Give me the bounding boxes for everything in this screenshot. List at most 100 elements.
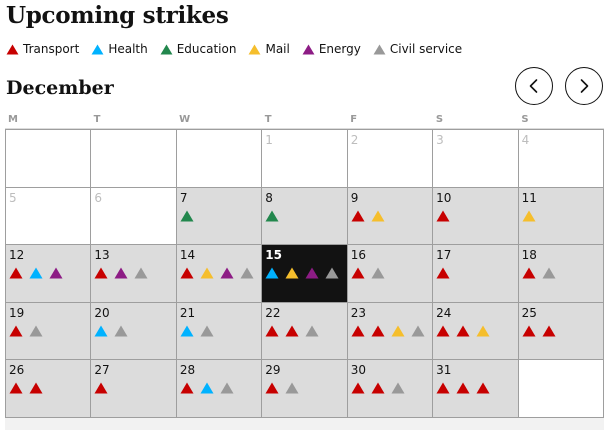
strike-markers bbox=[265, 210, 346, 222]
strike-markers bbox=[351, 267, 432, 279]
calendar-day-11[interactable]: 11 bbox=[518, 187, 604, 246]
day-number: 16 bbox=[350, 248, 366, 263]
legend-label: Civil service bbox=[389, 42, 463, 56]
civil-service-strike-icon bbox=[29, 325, 43, 337]
calendar-day-19[interactable]: 19 bbox=[6, 302, 92, 361]
legend-label: Health bbox=[108, 42, 148, 56]
transport-strike-icon bbox=[456, 382, 470, 394]
day-number: 19 bbox=[9, 305, 25, 320]
transport-strike-icon bbox=[94, 382, 108, 394]
strike-markers bbox=[436, 382, 517, 394]
day-number: 1 bbox=[265, 133, 273, 147]
civil-service-strike-icon bbox=[325, 267, 339, 279]
calendar-day-31[interactable]: 31 bbox=[433, 360, 519, 418]
calendar-day-27[interactable]: 27 bbox=[91, 360, 177, 418]
mail-strike-icon bbox=[476, 325, 490, 337]
transport-strike-icon bbox=[9, 267, 23, 279]
strike-markers bbox=[94, 382, 175, 394]
calendar-day-28[interactable]: 28 bbox=[176, 360, 263, 418]
legend-item-energy: Energy bbox=[302, 42, 361, 56]
weekday-label: S bbox=[521, 114, 529, 125]
calendar-day-16[interactable]: 16 bbox=[347, 245, 434, 303]
day-number: 11 bbox=[521, 190, 537, 205]
mail-strike-icon bbox=[371, 210, 385, 222]
transport-strike-icon bbox=[265, 325, 279, 337]
weekday-label: S bbox=[435, 114, 444, 125]
legend-label: Transport bbox=[23, 42, 80, 56]
calendar-day-18[interactable]: 18 bbox=[518, 245, 604, 303]
strike-markers bbox=[265, 267, 346, 279]
strike-markers bbox=[94, 325, 175, 337]
mail-strike-icon bbox=[522, 210, 536, 222]
month-heading: December bbox=[6, 77, 114, 99]
calendar-day-22[interactable]: 22 bbox=[262, 302, 348, 361]
day-number bbox=[522, 363, 603, 378]
day-number: 27 bbox=[94, 363, 110, 378]
calendar-day-29[interactable]: 29 bbox=[262, 360, 348, 418]
chevron-left-icon bbox=[529, 79, 538, 93]
health-strike-icon bbox=[29, 267, 43, 279]
calendar-day-14[interactable]: 14 bbox=[176, 245, 263, 303]
calendar-day-13[interactable]: 13 bbox=[91, 245, 177, 303]
civil-service-strike-icon bbox=[240, 267, 254, 279]
calendar-day-23[interactable]: 23 bbox=[347, 302, 434, 361]
day-number: 5 bbox=[9, 190, 17, 205]
civil-service-strike-icon bbox=[411, 325, 425, 337]
weekday-label: W bbox=[179, 114, 191, 125]
transport-strike-icon bbox=[456, 325, 470, 337]
calendar-day-10[interactable]: 10 bbox=[433, 187, 519, 246]
strike-markers bbox=[180, 382, 261, 394]
health-strike-icon bbox=[200, 382, 214, 394]
calendar-day-12[interactable]: 12 bbox=[6, 245, 92, 303]
strike-markers bbox=[180, 325, 261, 337]
footer-divider bbox=[5, 418, 604, 430]
civil-service-strike-icon bbox=[391, 382, 405, 394]
next-month-button[interactable] bbox=[565, 67, 603, 105]
strike-markers bbox=[180, 210, 261, 222]
calendar-day-17[interactable]: 17 bbox=[433, 245, 519, 303]
civil-service-strike-icon bbox=[285, 382, 299, 394]
transport-strike-icon bbox=[522, 267, 536, 279]
legend-item-education: Education bbox=[160, 42, 237, 56]
mail-strike-icon bbox=[391, 325, 405, 337]
calendar-grid: 1 2 3 4 5 6 7 8 9 10 11 12 13 14 15 16 17 18 19 20 21 22 23 24 2… bbox=[5, 129, 604, 418]
calendar-day-8[interactable]: 8 bbox=[262, 187, 348, 246]
calendar-day-26[interactable]: 26 bbox=[6, 360, 92, 418]
strike-markers bbox=[522, 210, 603, 222]
strike-markers bbox=[265, 325, 346, 337]
calendar-day-7[interactable]: 7 bbox=[176, 187, 263, 246]
day-number: 13 bbox=[94, 248, 110, 263]
day-number: 7 bbox=[179, 190, 188, 205]
transport-strike-icon bbox=[436, 210, 450, 222]
calendar-day-1: 1 bbox=[262, 130, 348, 188]
calendar-day-6: 6 bbox=[91, 187, 177, 246]
transport-strike-icon bbox=[265, 382, 279, 394]
strike-markers bbox=[9, 267, 90, 279]
strike-markers bbox=[9, 382, 90, 394]
transport-strike-icon bbox=[29, 382, 43, 394]
strike-markers bbox=[351, 382, 432, 394]
calendar-empty-cell bbox=[518, 360, 604, 418]
civil-service-triangle-icon bbox=[373, 43, 386, 55]
transport-strike-icon bbox=[476, 382, 490, 394]
mail-triangle-icon bbox=[249, 43, 261, 55]
previous-month-button[interactable] bbox=[515, 67, 553, 105]
calendar-day-9[interactable]: 9 bbox=[347, 187, 434, 246]
calendar-day-15[interactable]: 15 bbox=[262, 245, 348, 303]
weekday-label: F bbox=[350, 114, 358, 125]
legend-label: Education bbox=[176, 42, 237, 56]
transport-strike-icon bbox=[351, 382, 365, 394]
calendar-day-25[interactable]: 25 bbox=[518, 302, 604, 361]
day-number bbox=[94, 133, 175, 148]
mail-strike-icon bbox=[200, 267, 214, 279]
day-number: 20 bbox=[94, 305, 110, 320]
mail-strike-icon bbox=[285, 267, 299, 279]
calendar-day-24[interactable]: 24 bbox=[433, 302, 519, 361]
calendar-empty-cell bbox=[6, 130, 92, 188]
calendar-day-20[interactable]: 20 bbox=[91, 302, 177, 361]
education-strike-icon bbox=[180, 210, 194, 222]
calendar-day-21[interactable]: 21 bbox=[176, 302, 263, 361]
transport-strike-icon bbox=[9, 325, 23, 337]
calendar-day-30[interactable]: 30 bbox=[347, 360, 434, 418]
